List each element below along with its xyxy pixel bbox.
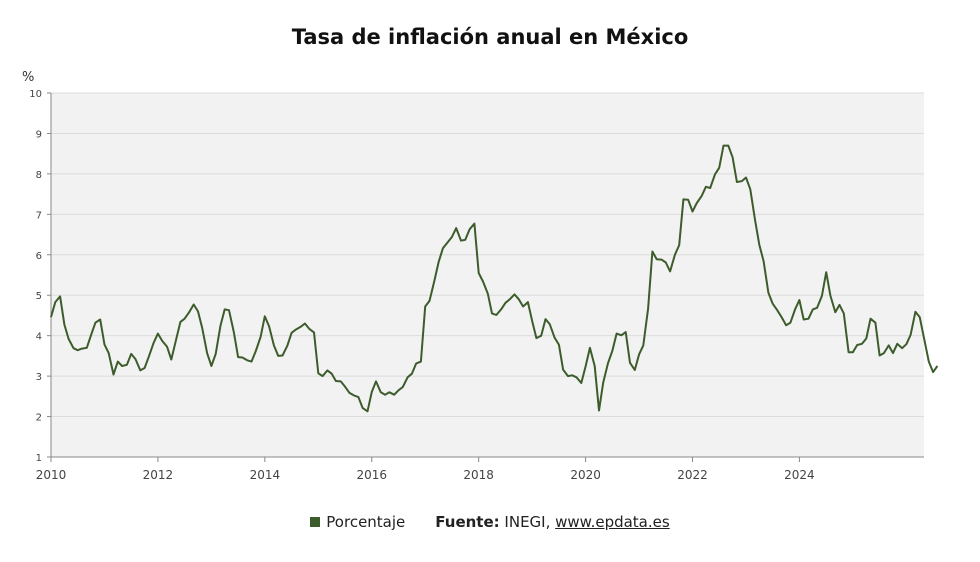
legend: Porcentaje Fuente: INEGI, www.epdata.es <box>0 513 980 531</box>
x-tick-label: 2010 <box>36 468 67 482</box>
source-label: Fuente: <box>435 513 500 531</box>
y-tick-label: 3 <box>36 372 42 383</box>
y-tick-label: 9 <box>36 129 42 140</box>
y-tick-label: 1 <box>36 453 42 464</box>
chart-title: Tasa de inflación anual en México <box>292 25 689 49</box>
x-tick-label: 2014 <box>250 468 281 482</box>
y-tick-label: 2 <box>36 413 42 424</box>
y-tick-label: 4 <box>36 332 42 343</box>
y-tick-label: 8 <box>36 170 42 181</box>
x-tick-label: 2012 <box>143 468 174 482</box>
x-tick-label: 2022 <box>677 468 708 482</box>
y-tick-label: 5 <box>36 291 42 302</box>
x-tick-label: 2020 <box>570 468 601 482</box>
x-axis-ticks: 2010 2012 2014 2016 2018 2020 2022 2024 <box>36 457 815 482</box>
x-tick-label: 2016 <box>356 468 387 482</box>
legend-series-label: Porcentaje <box>326 513 406 531</box>
source-link[interactable]: www.epdata.es <box>555 513 670 531</box>
axes <box>50 93 924 458</box>
y-axis-ticks: 1 2 3 4 5 6 7 8 9 10 <box>29 89 51 464</box>
series-line-porcentaje <box>50 144 939 413</box>
x-tick-label: 2018 <box>463 468 494 482</box>
plot-area <box>51 93 924 457</box>
x-tick-label: 2024 <box>784 468 815 482</box>
y-unit-label: % <box>22 70 34 85</box>
series-group <box>50 144 939 413</box>
y-tick-label: 10 <box>29 89 42 100</box>
legend-swatch <box>310 517 321 527</box>
source-text: INEGI, <box>499 513 556 531</box>
y-tick-label: 6 <box>36 251 42 262</box>
y-tick-label: 7 <box>36 210 42 221</box>
